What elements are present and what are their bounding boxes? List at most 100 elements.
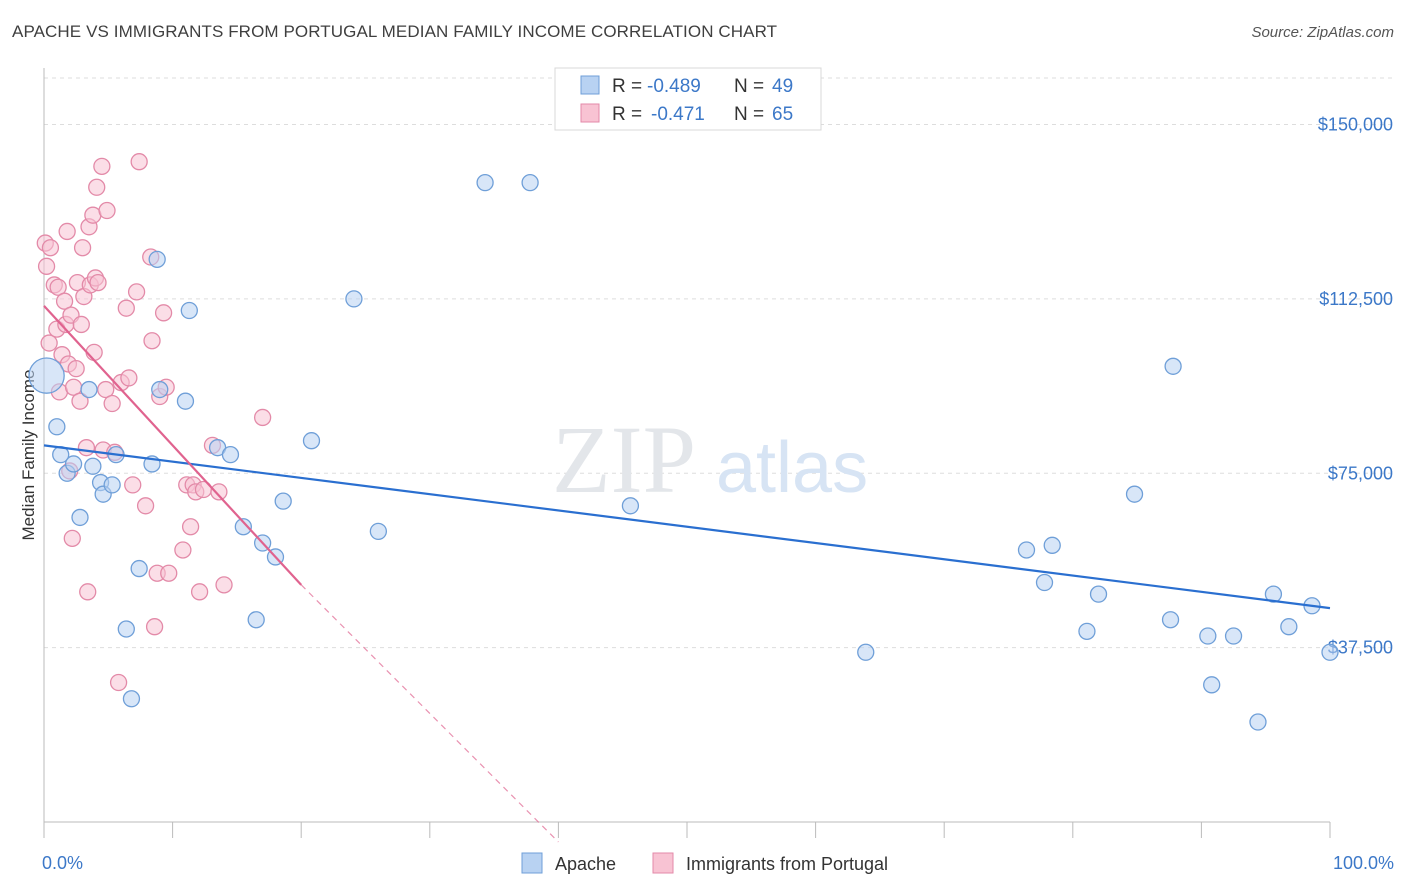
- apache-point-14: [130, 559, 148, 578]
- portugal-point-41: [120, 369, 138, 387]
- apache-point-22: [234, 518, 252, 536]
- portugal-point-23: [77, 439, 96, 457]
- portugal-point-56: [181, 518, 200, 536]
- apache-point-5: [71, 508, 89, 527]
- portugal-point-3: [41, 239, 60, 257]
- legend-n-value-portugal: 65: [772, 104, 793, 125]
- portugal-trend-extension: [300, 584, 559, 843]
- portugal-point-64: [253, 408, 272, 427]
- axes: [43, 68, 1331, 838]
- portugal-point-43: [127, 283, 146, 301]
- portugal-point-20: [72, 315, 90, 334]
- x-tick-labels: 0.0% 100.0%: [42, 853, 1394, 873]
- watermark-atlas: atlas: [716, 428, 868, 508]
- apache-point-17: [151, 380, 169, 399]
- y-tick-label-0: $37,500: [1328, 638, 1393, 658]
- series-portugal-points: [36, 153, 272, 692]
- apache-point-7: [84, 457, 102, 475]
- apache-point-29: [369, 522, 388, 541]
- x-tick-label-end: 100.0%: [1333, 853, 1394, 873]
- y-tick-label-3: $150,000: [1318, 115, 1393, 135]
- y-tick-label-1: $75,000: [1328, 463, 1393, 483]
- y-tick-label-2: $112,500: [1319, 289, 1393, 309]
- portugal-point-28: [85, 343, 103, 362]
- portugal-point-9: [55, 292, 74, 310]
- legend-r-value-apache: -0.489: [647, 76, 701, 97]
- bottom-legend-apache: Apache: [555, 854, 616, 874]
- apache-point-35: [1035, 573, 1054, 592]
- portugal-point-35: [98, 201, 116, 220]
- portugal-point-45: [136, 497, 155, 515]
- apache-point-19: [180, 301, 198, 320]
- apache-point-46: [1264, 585, 1283, 603]
- legend-r-label-apache: R =: [612, 76, 642, 97]
- bottom-legend-swatch-portugal: [652, 852, 674, 874]
- apache-point-13: [122, 690, 141, 708]
- portugal-point-62: [210, 483, 228, 501]
- watermark-zip: ZIP: [552, 406, 696, 513]
- apache-point-1: [48, 418, 66, 436]
- apache-point-40: [1161, 611, 1180, 629]
- apache-point-34: [1017, 541, 1036, 559]
- apache-point-36: [1043, 536, 1061, 554]
- portugal-point-47: [143, 332, 161, 350]
- portugal-point-36: [103, 394, 121, 413]
- portugal-point-63: [215, 576, 233, 594]
- apache-point-27: [302, 432, 321, 450]
- series-apache-points: [28, 173, 1339, 731]
- apache-point-42: [1199, 627, 1217, 645]
- portugal-trend-line: [43, 305, 303, 586]
- bottom-legend-portugal: Immigrants from Portugal: [686, 854, 888, 874]
- portugal-point-34: [97, 380, 115, 399]
- apache-point-44: [1224, 627, 1243, 645]
- legend-swatch-apache: [580, 75, 600, 95]
- apache-point-23: [247, 611, 265, 629]
- portugal-point-15: [63, 529, 81, 547]
- apache-point-6: [80, 380, 98, 399]
- portugal-point-17: [67, 359, 85, 378]
- portugal-point-54: [174, 541, 192, 559]
- apache-point-16: [148, 250, 166, 269]
- portugal-point-48: [145, 618, 164, 636]
- bottom-legend: Apache Immigrants from Portugal: [521, 852, 888, 874]
- portugal-point-53: [160, 564, 178, 582]
- apache-point-18: [176, 392, 195, 410]
- portugal-point-30: [88, 178, 106, 196]
- portugal-point-51: [154, 304, 173, 322]
- apache-point-4: [64, 455, 83, 473]
- legend-n-value-apache: 49: [772, 76, 793, 97]
- regression-lines: [43, 305, 1331, 843]
- apache-point-45: [1249, 713, 1267, 731]
- gridlines: [44, 77, 1394, 649]
- portugal-point-31: [89, 273, 107, 292]
- watermark: ZIP atlas: [552, 406, 868, 513]
- apache-point-0: [28, 357, 65, 394]
- apache-point-43: [1203, 676, 1221, 694]
- apache-point-33: [857, 643, 875, 661]
- portugal-point-44: [130, 153, 148, 171]
- apache-point-32: [621, 497, 640, 515]
- portugal-point-42: [124, 476, 142, 494]
- portugal-point-1: [37, 257, 56, 275]
- portugal-point-21: [73, 239, 92, 257]
- legend-r-label-portugal: R =: [612, 104, 642, 125]
- portugal-point-2: [40, 334, 58, 352]
- apache-point-39: [1125, 485, 1144, 503]
- apache-point-38: [1089, 585, 1108, 603]
- apache-point-30: [476, 173, 494, 192]
- apache-point-47: [1280, 618, 1298, 636]
- portugal-point-38: [109, 673, 128, 692]
- legend-swatch-portugal: [580, 103, 600, 123]
- apache-point-37: [1078, 622, 1096, 640]
- apache-point-12: [117, 620, 135, 638]
- portugal-point-19: [71, 392, 89, 410]
- portugal-point-32: [93, 157, 111, 176]
- legend-n-label-apache: N =: [734, 76, 764, 97]
- top-legend: R = -0.489 N = 49 R = -0.471 N = 65: [554, 67, 822, 131]
- apache-point-41: [1164, 357, 1182, 375]
- portugal-point-6: [49, 278, 67, 296]
- apache-point-28: [345, 290, 363, 308]
- source-note: Source: ZipAtlas.com: [1251, 24, 1394, 41]
- apache-point-21: [221, 445, 240, 464]
